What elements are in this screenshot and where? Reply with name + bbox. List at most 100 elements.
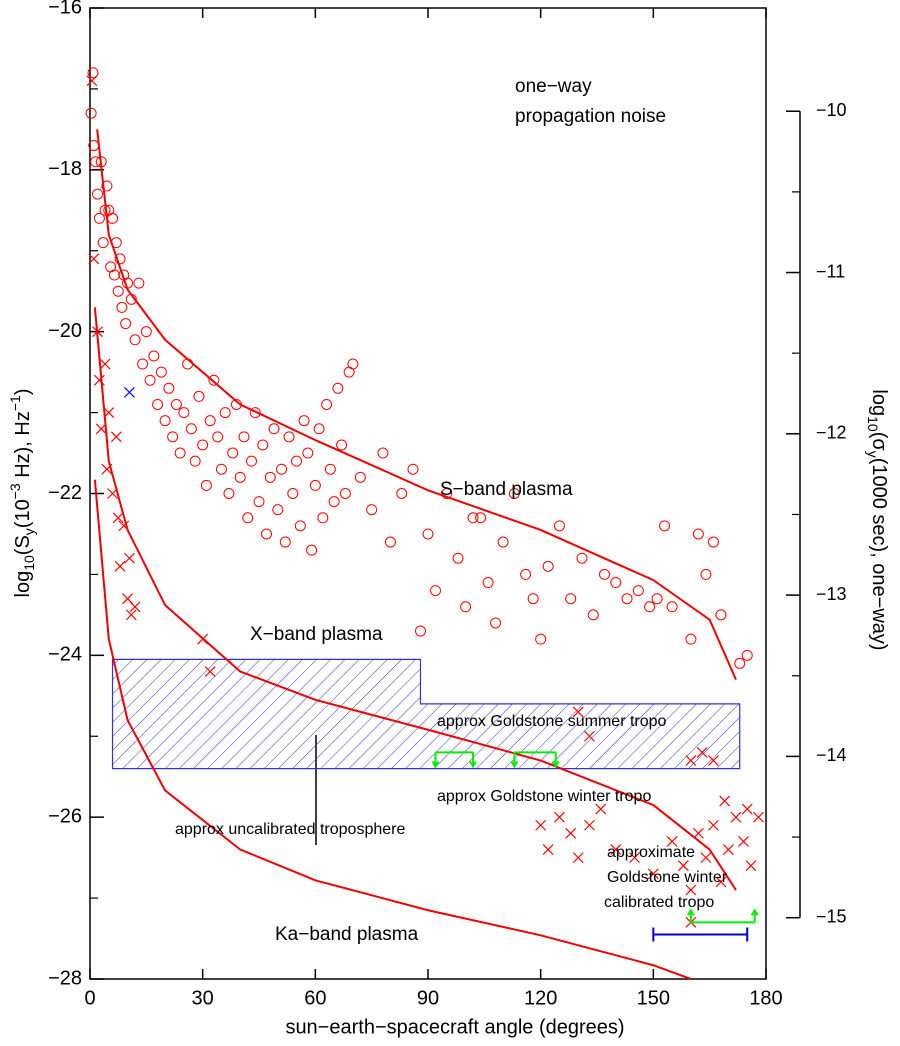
data-point [129,334,141,346]
data-point [700,852,712,864]
data-point [112,512,124,524]
x-tick-label: 0 [84,987,95,1009]
y2-axis-label-part: log [868,389,890,416]
x-tick-label: 90 [417,987,439,1009]
data-point [159,415,171,427]
annotation: calibrated tropo [604,894,714,911]
data-point [738,836,749,847]
data-point [118,520,130,532]
data-point [133,277,145,289]
y-tick-label: −24 [48,644,82,666]
data-point [535,819,547,831]
y2-tick-label: −12 [816,423,847,443]
y2-tick-label: −15 [816,906,847,926]
y2-axis-label-part: (1000 sec), one−way) [868,458,890,651]
data-point [268,423,280,435]
annotation: approximate [607,844,695,861]
data-point [666,601,678,613]
data-point [95,423,107,435]
data-point [313,423,325,435]
data-point [85,107,97,119]
data-point [208,374,220,386]
data-point [629,852,640,864]
data-point [584,819,595,831]
data-point [520,568,532,580]
data-point [120,318,132,330]
data-point [730,811,742,823]
data-point [734,657,746,669]
range-marker [687,908,759,924]
x-tick-label: 180 [749,987,782,1009]
y2-tick-label: −10 [816,100,847,120]
range-marker [652,927,749,942]
y2-tick-label: −13 [816,584,847,604]
data-point [87,67,99,79]
y-tick-label: −20 [48,320,82,342]
data-point [572,706,584,718]
data-point [185,423,197,435]
data-point [632,585,644,597]
annotation: X−band plasma [250,624,383,645]
data-point [245,455,257,467]
y-axis-label-part: (10 [12,499,34,528]
data-point [204,666,216,677]
data-point [163,382,175,394]
data-point [92,326,103,338]
data-point [554,811,565,823]
x-axis-label: sun−earth−spacecraft angle (degrees) [285,1016,624,1038]
data-point [332,382,344,394]
y-tick-label: −18 [48,158,82,180]
data-point [114,560,126,572]
data-point [204,415,216,427]
data-point [95,156,107,168]
data-point [745,860,757,872]
data-point [644,601,656,613]
data-point [264,471,276,483]
y-axis-label-part: Hz), Hz [12,411,34,483]
data-point [223,488,235,499]
data-point [324,463,336,475]
data-point [257,439,269,451]
data-point [212,431,224,443]
data-point [328,496,340,508]
data-point [238,431,250,443]
data-point [114,253,126,265]
data-point [125,293,137,305]
data-point [193,390,205,402]
x-tick-label: 60 [304,987,326,1009]
data-point [565,593,577,605]
annotation: Ka−band plasma [275,924,419,945]
data-point [189,455,201,467]
data-point [110,431,122,443]
data-point [741,649,753,661]
data-point [659,520,671,532]
data-point [242,512,254,524]
data-point [414,625,426,637]
x-tick-label: 150 [637,987,670,1009]
annotation: S−band plasma [440,479,573,500]
y-axis-label-part: ) [12,388,34,395]
data-point [178,407,190,419]
y-tick-label: −22 [48,482,82,504]
y2-axis-label-part: (σ [868,432,890,452]
data-point [508,488,520,499]
data-point [482,577,494,589]
data-point [291,455,303,467]
data-point [685,884,697,896]
data-point [101,463,113,475]
data-point [152,398,164,410]
data-point [140,326,152,338]
annotation: Goldstone winter [607,869,728,886]
data-point [321,398,333,410]
y-axis-label-part: log [12,571,34,598]
data-point [167,431,179,443]
data-point [279,536,291,548]
data-point [692,827,704,839]
data-point [124,386,135,398]
data-point [715,609,727,621]
data-point [197,439,209,451]
model-curve [93,307,737,891]
y-axis-label-part: 10 [21,555,37,571]
data-point [354,471,366,483]
data-point [287,488,299,499]
